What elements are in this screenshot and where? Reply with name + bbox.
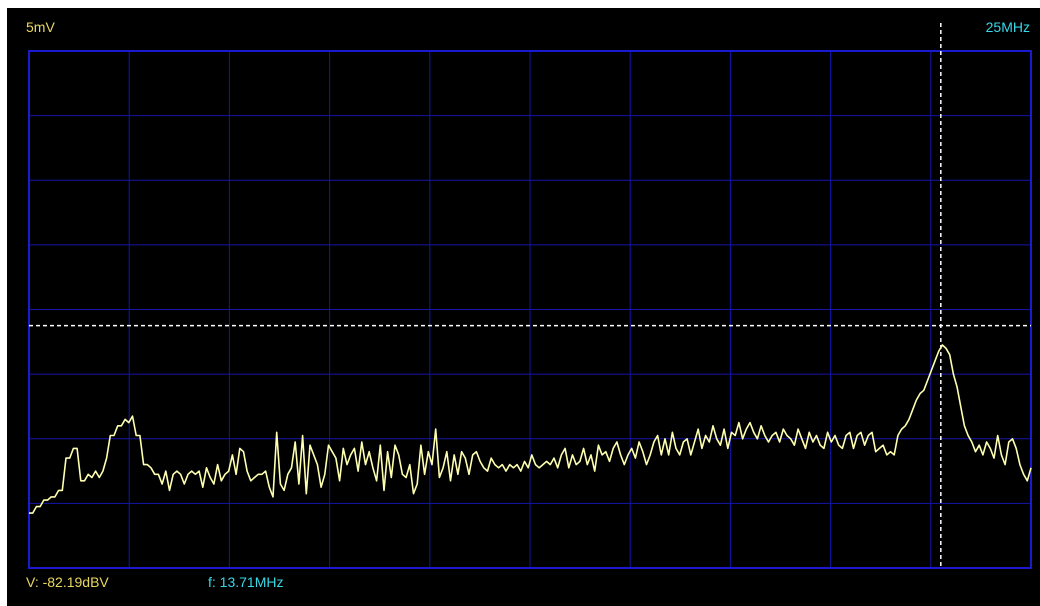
scale-label: 5mV bbox=[26, 19, 55, 35]
frequency-span-label: 25MHz bbox=[985, 19, 1030, 35]
frequency-readout: f: 13.71MHz bbox=[208, 574, 284, 590]
spectrum-screen bbox=[7, 8, 1040, 606]
plot-border bbox=[28, 50, 1032, 569]
spectrum-trace bbox=[29, 344, 1032, 514]
voltage-readout: V: -82.19dBV bbox=[26, 574, 109, 590]
